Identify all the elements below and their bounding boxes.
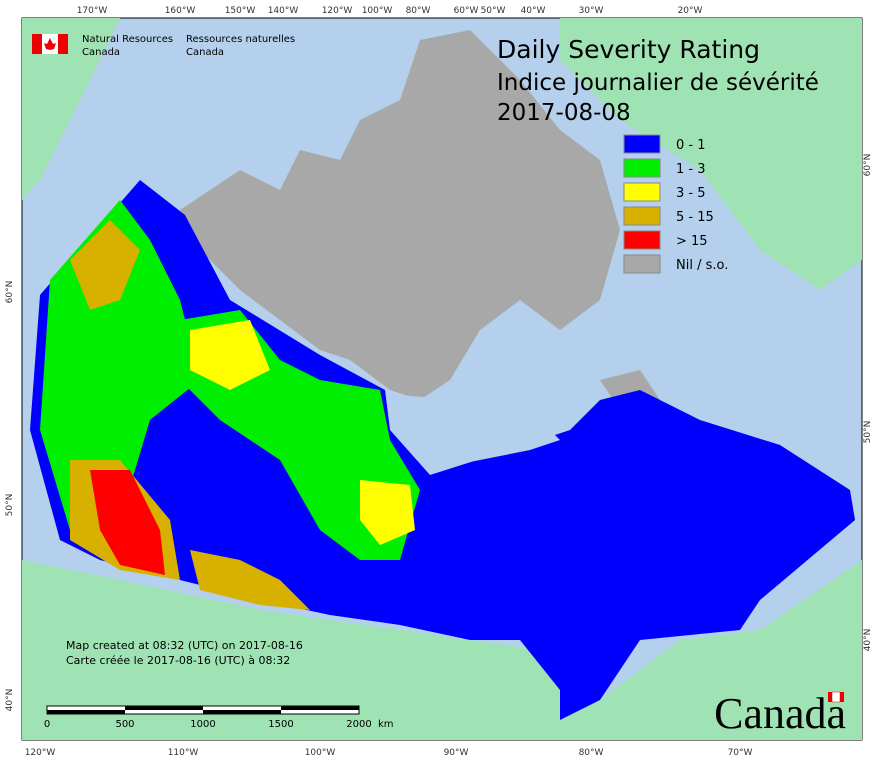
graticule-label: 50°N (5, 494, 15, 517)
graticule-label: 30°W (579, 6, 604, 16)
legend-label: 5 - 15 (676, 210, 714, 225)
graticule-label: 50°W (481, 6, 506, 16)
org-fr: Canada (186, 47, 224, 58)
org-fr: Ressources naturelles (186, 34, 295, 45)
graticule-label: 70°W (728, 748, 753, 758)
footer: Map created at 08:32 (UTC) on 2017-08-16 (66, 639, 303, 652)
org-en: Natural Resources (82, 34, 173, 45)
legend-label: 3 - 5 (676, 186, 706, 201)
graticule-label: 40°N (5, 689, 15, 712)
graticule-label: 40°W (521, 6, 546, 16)
graticule-label: 60°N (863, 154, 873, 177)
graticule-label: 110°W (168, 748, 199, 758)
hudson-bay (395, 395, 560, 470)
legend-swatch (623, 158, 661, 178)
legend-label: 1 - 3 (676, 162, 706, 177)
scale-labels: 0 500 1000 1500 2000 km (44, 719, 394, 730)
graticule-label: 160°W (165, 6, 196, 16)
graticule-label: 80°W (406, 6, 431, 16)
legend-label: 0 - 1 (676, 138, 706, 153)
scale-tick: 2000 (346, 719, 371, 730)
graticule-label: 150°W (225, 6, 256, 16)
graticule-label: 20°W (678, 6, 703, 16)
legend: 0 - 1 1 - 3 3 - 5 5 - 15 > 15 Nil / s.o. (623, 134, 728, 274)
logo (32, 34, 68, 54)
title: Daily Severity Rating (497, 35, 760, 64)
legend-swatch (623, 206, 661, 226)
legend-label: > 15 (676, 234, 708, 249)
scale-tick: 500 (115, 719, 134, 730)
graticule-label: 100°W (305, 748, 336, 758)
graticule-label: 100°W (362, 6, 393, 16)
graticule: 170°W 160°W 150°W 140°W 120°W 100°W 80°W 60°W 50… (5, 6, 873, 758)
scale-tick: 1000 (190, 719, 215, 730)
footer: Carte créée le 2017-08-16 (UTC) à 08:32 (66, 654, 290, 667)
scale-tick: 1500 (268, 719, 293, 730)
graticule-label: 40°N (863, 629, 873, 652)
graticule-label: 120°W (322, 6, 353, 16)
graticule-label: 80°W (579, 748, 604, 758)
graticule-label: 60°N (5, 281, 15, 304)
scale-bar (46, 705, 360, 715)
title: Indice journalier de sévérité (497, 70, 819, 96)
graticule-label: 60°W (454, 6, 479, 16)
date: 2017-08-08 (497, 100, 631, 126)
scale-unit: km (378, 719, 394, 730)
land (22, 18, 862, 740)
legend-swatch (623, 230, 661, 250)
org-en: Canada (82, 47, 120, 58)
legend-swatch (623, 254, 661, 274)
graticule-label: 50°N (863, 421, 873, 444)
legend-label: Nil / s.o. (676, 258, 728, 273)
graticule-label: 140°W (268, 6, 299, 16)
graticule-label: 90°W (444, 748, 469, 758)
legend-swatch (623, 182, 661, 202)
scale-tick: 0 (44, 719, 50, 730)
graticule-label: 170°W (77, 6, 108, 16)
dsr-patches (40, 200, 420, 610)
graticule-label: 120°W (25, 748, 56, 758)
wordmark-flag (828, 691, 844, 703)
legend-swatch (623, 134, 661, 154)
wordmark: Canada (714, 689, 846, 738)
